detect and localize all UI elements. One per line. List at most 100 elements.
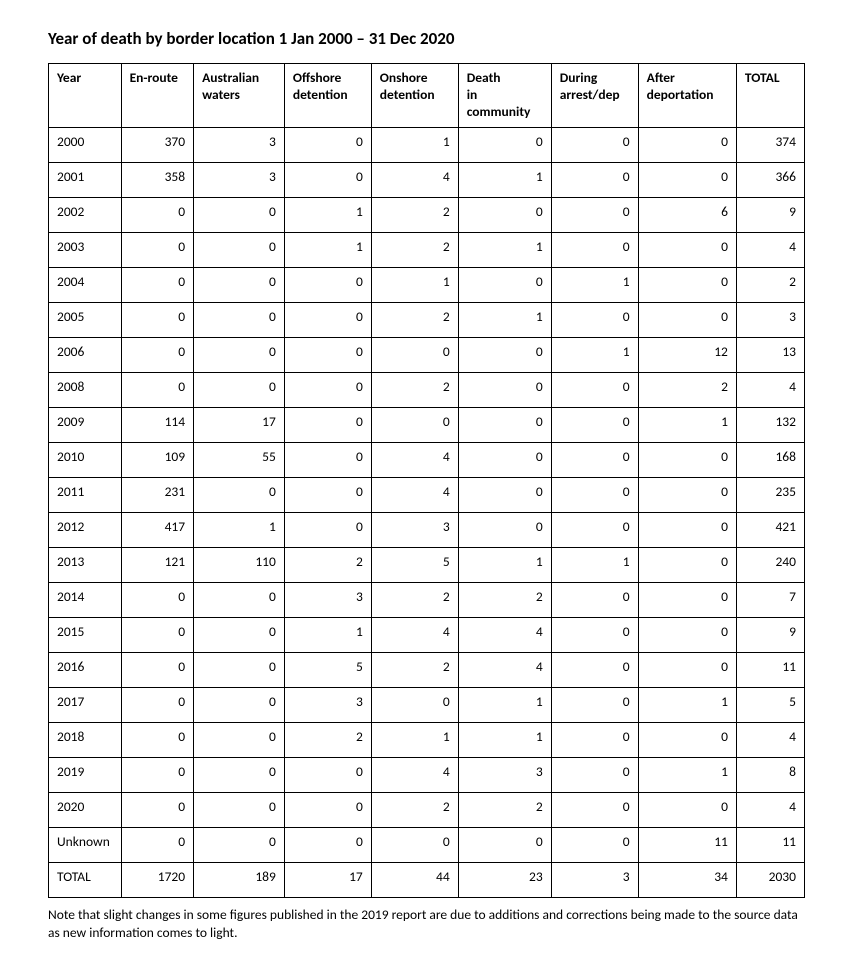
year-cell: TOTAL [49, 862, 122, 897]
value-cell: 0 [194, 722, 285, 757]
table-row: TOTAL17201891744233342030 [49, 862, 805, 897]
value-cell: 0 [121, 582, 194, 617]
value-cell: 0 [371, 337, 458, 372]
value-cell: 0 [194, 827, 285, 862]
value-cell: 0 [284, 162, 371, 197]
value-cell: 0 [284, 337, 371, 372]
value-cell: 1 [371, 267, 458, 302]
value-cell: 5 [371, 547, 458, 582]
value-cell: 1 [371, 722, 458, 757]
value-cell: 0 [638, 267, 736, 302]
value-cell: 11 [736, 827, 804, 862]
value-cell: 3 [284, 687, 371, 722]
year-cell: 2019 [49, 757, 122, 792]
value-cell: 0 [551, 617, 638, 652]
year-cell: 2008 [49, 372, 122, 407]
value-cell: 0 [551, 302, 638, 337]
value-cell: 0 [121, 197, 194, 232]
value-cell: 0 [121, 337, 194, 372]
value-cell: 0 [551, 162, 638, 197]
value-cell: 240 [736, 547, 804, 582]
value-cell: 231 [121, 477, 194, 512]
value-cell: 0 [551, 442, 638, 477]
value-cell: 0 [194, 792, 285, 827]
value-cell: 0 [284, 512, 371, 547]
value-cell: 17 [194, 407, 285, 442]
value-cell: 0 [121, 302, 194, 337]
value-cell: 0 [121, 232, 194, 267]
value-cell: 1 [551, 547, 638, 582]
year-cell: 2014 [49, 582, 122, 617]
table-row: 201700301015 [49, 687, 805, 722]
value-cell: 0 [284, 302, 371, 337]
value-cell: 2 [284, 547, 371, 582]
value-cell: 2 [284, 722, 371, 757]
year-cell: 2003 [49, 232, 122, 267]
value-cell: 23 [458, 862, 551, 897]
value-cell: 1 [458, 162, 551, 197]
value-cell: 0 [458, 407, 551, 442]
value-cell: 55 [194, 442, 285, 477]
table-row: Unknown0000001111 [49, 827, 805, 862]
value-cell: 1720 [121, 862, 194, 897]
table-row: 20060000011213 [49, 337, 805, 372]
value-cell: 0 [284, 757, 371, 792]
year-cell: 2012 [49, 512, 122, 547]
value-cell: 0 [121, 652, 194, 687]
value-cell: 235 [736, 477, 804, 512]
value-cell: 0 [284, 827, 371, 862]
value-cell: 1 [458, 687, 551, 722]
value-cell: 1 [458, 547, 551, 582]
value-cell: 0 [194, 302, 285, 337]
table-header-row: YearEn-routeAustralianwatersOffshoredete… [49, 64, 805, 128]
value-cell: 1 [194, 512, 285, 547]
value-cell: 0 [284, 792, 371, 827]
value-cell: 0 [458, 337, 551, 372]
value-cell: 7 [736, 582, 804, 617]
table-row: 201800211004 [49, 722, 805, 757]
value-cell: 0 [551, 232, 638, 267]
value-cell: 2 [371, 372, 458, 407]
col-header-community: Deathin community [458, 64, 551, 128]
value-cell: 2 [458, 792, 551, 827]
col-header-arrest: Duringarrest/dep [551, 64, 638, 128]
value-cell: 2 [371, 792, 458, 827]
value-cell: 0 [551, 652, 638, 687]
value-cell: 0 [458, 442, 551, 477]
value-cell: 0 [638, 512, 736, 547]
value-cell: 3 [551, 862, 638, 897]
year-cell: 2009 [49, 407, 122, 442]
value-cell: 13 [736, 337, 804, 372]
value-cell: 2 [638, 372, 736, 407]
value-cell: 0 [121, 827, 194, 862]
value-cell: 0 [551, 757, 638, 792]
value-cell: 44 [371, 862, 458, 897]
value-cell: 0 [121, 757, 194, 792]
data-table: YearEn-routeAustralianwatersOffshoredete… [48, 63, 805, 898]
value-cell: 1 [638, 407, 736, 442]
value-cell: 132 [736, 407, 804, 442]
value-cell: 3 [371, 512, 458, 547]
value-cell: 0 [121, 372, 194, 407]
value-cell: 0 [551, 722, 638, 757]
table-row: 20091141700001132 [49, 407, 805, 442]
value-cell: 0 [458, 127, 551, 162]
year-cell: Unknown [49, 827, 122, 862]
year-cell: 2001 [49, 162, 122, 197]
value-cell: 0 [194, 582, 285, 617]
value-cell: 4 [371, 617, 458, 652]
value-cell: 4 [371, 477, 458, 512]
year-cell: 2004 [49, 267, 122, 302]
table-row: 200500021003 [49, 302, 805, 337]
value-cell: 0 [638, 652, 736, 687]
value-cell: 1 [638, 757, 736, 792]
value-cell: 34 [638, 862, 736, 897]
value-cell: 1 [371, 127, 458, 162]
value-cell: 110 [194, 547, 285, 582]
table-row: 202000022004 [49, 792, 805, 827]
col-header-offshore: Offshoredetention [284, 64, 371, 128]
value-cell: 9 [736, 617, 804, 652]
value-cell: 370 [121, 127, 194, 162]
value-cell: 0 [638, 617, 736, 652]
value-cell: 0 [194, 337, 285, 372]
